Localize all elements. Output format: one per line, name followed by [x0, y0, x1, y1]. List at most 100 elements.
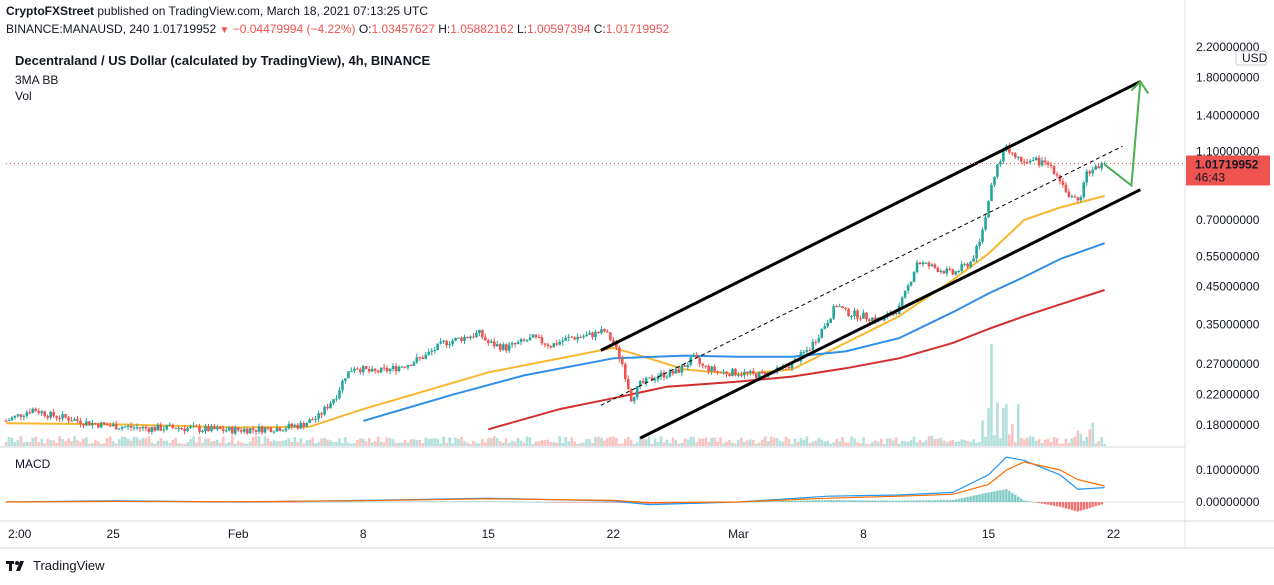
volume-bar [644, 439, 648, 446]
macd-histogram-bar [391, 501, 395, 503]
macd-histogram-bar [945, 500, 949, 502]
macd-histogram-bar [1094, 502, 1097, 507]
volume-bar [823, 441, 827, 446]
candle-body [582, 336, 585, 338]
candle-body [832, 306, 835, 319]
candle-body [623, 364, 627, 380]
macd-histogram-bar [591, 502, 594, 503]
candle-body [930, 264, 934, 267]
macd-histogram-bar [1061, 502, 1065, 508]
high-value: 1.05882162 [450, 22, 514, 36]
macd-histogram-bar [394, 501, 398, 503]
volume-bar [564, 436, 568, 446]
macd-histogram-bar [1040, 502, 1044, 504]
macd-histogram-bar [439, 501, 442, 503]
macd-histogram-bar [951, 500, 954, 502]
volume-bar [618, 443, 621, 446]
volume-bar [230, 436, 234, 446]
candle-body [790, 361, 794, 369]
candle-body [615, 343, 618, 348]
volume-bar [880, 438, 883, 446]
volume-bar [537, 441, 541, 446]
macd-histogram-bar [585, 502, 588, 503]
candle-body [308, 419, 311, 424]
tradingview-logo[interactable]: TradingView [6, 558, 105, 573]
candle-body [418, 357, 422, 359]
volume-bar [915, 442, 919, 446]
macd-histogram-bar [1067, 502, 1071, 510]
volume-bar [436, 438, 440, 446]
volume-bar [820, 439, 824, 446]
channel-mid-line [600, 145, 1123, 406]
macd-histogram-bar [368, 501, 371, 503]
candle-body [1016, 156, 1020, 158]
candle-body [594, 331, 597, 338]
candle-body [629, 389, 633, 402]
indicator-3ma-bb[interactable]: 3MA BB [15, 73, 59, 87]
volume-bar [367, 437, 371, 446]
candle-body [391, 366, 395, 370]
volume-bar [570, 437, 573, 446]
candle-body [871, 317, 874, 322]
volume-bar [394, 443, 398, 446]
macd-histogram-bar [302, 501, 305, 503]
macd-histogram-bar [755, 501, 758, 503]
volume-bar [632, 443, 636, 446]
candle-body [543, 343, 547, 345]
volume-bar [725, 441, 728, 446]
volume-bar [123, 436, 127, 446]
macd-histogram-bar [853, 500, 856, 502]
candle-body [382, 367, 386, 369]
candle-body [73, 419, 76, 421]
volume-bar [835, 438, 838, 446]
macd-histogram-bar [338, 501, 341, 503]
macd-histogram-bar [609, 502, 612, 503]
volume-bar [924, 440, 928, 446]
candle-body [966, 263, 969, 267]
volume-bar [302, 443, 306, 446]
volume-bar [918, 440, 922, 446]
indicator-volume[interactable]: Vol [15, 89, 32, 103]
open-value: 1.03457627 [371, 22, 435, 36]
candle-body [731, 368, 734, 377]
candle-body [823, 326, 827, 329]
candle-body [719, 371, 722, 373]
indicator-macd[interactable]: MACD [15, 457, 51, 471]
volume-bar [784, 436, 788, 446]
candle-body [942, 270, 946, 274]
macd-histogram-bar [1028, 501, 1032, 503]
volume-bar [415, 439, 419, 446]
macd-histogram-bar [519, 501, 523, 503]
candle-body [266, 427, 270, 429]
volume-bar [85, 437, 88, 446]
macd-histogram-bar [478, 501, 481, 502]
volume-bar [385, 437, 389, 446]
candle-body [600, 329, 603, 334]
candle-body [403, 366, 407, 368]
macd-histogram-bar [921, 500, 925, 502]
volume-bar [945, 442, 949, 446]
volume-bar [34, 436, 38, 446]
volume-bar [984, 436, 987, 446]
author[interactable]: CryptoFXStreet [6, 4, 95, 18]
macd-histogram-bar [638, 502, 642, 504]
candle-body [216, 427, 219, 430]
volume-bar [463, 441, 466, 446]
volume-bar [177, 443, 180, 446]
volume-bar [341, 443, 344, 446]
candle-body [1002, 150, 1005, 162]
volume-bar [7, 436, 11, 446]
volume-bar [603, 440, 606, 446]
candle-body [868, 319, 871, 322]
volume-bar [781, 442, 785, 446]
macd-histogram-bar [883, 500, 886, 502]
macd-histogram-bar [543, 501, 547, 503]
macd-histogram-bar [570, 502, 573, 503]
macd-histogram-bar [290, 502, 294, 503]
volume-bar [668, 443, 672, 446]
candle-body [692, 354, 696, 358]
macd-histogram-bar [481, 501, 484, 502]
volume-bar [510, 440, 514, 446]
macd-histogram-bar [204, 502, 207, 503]
